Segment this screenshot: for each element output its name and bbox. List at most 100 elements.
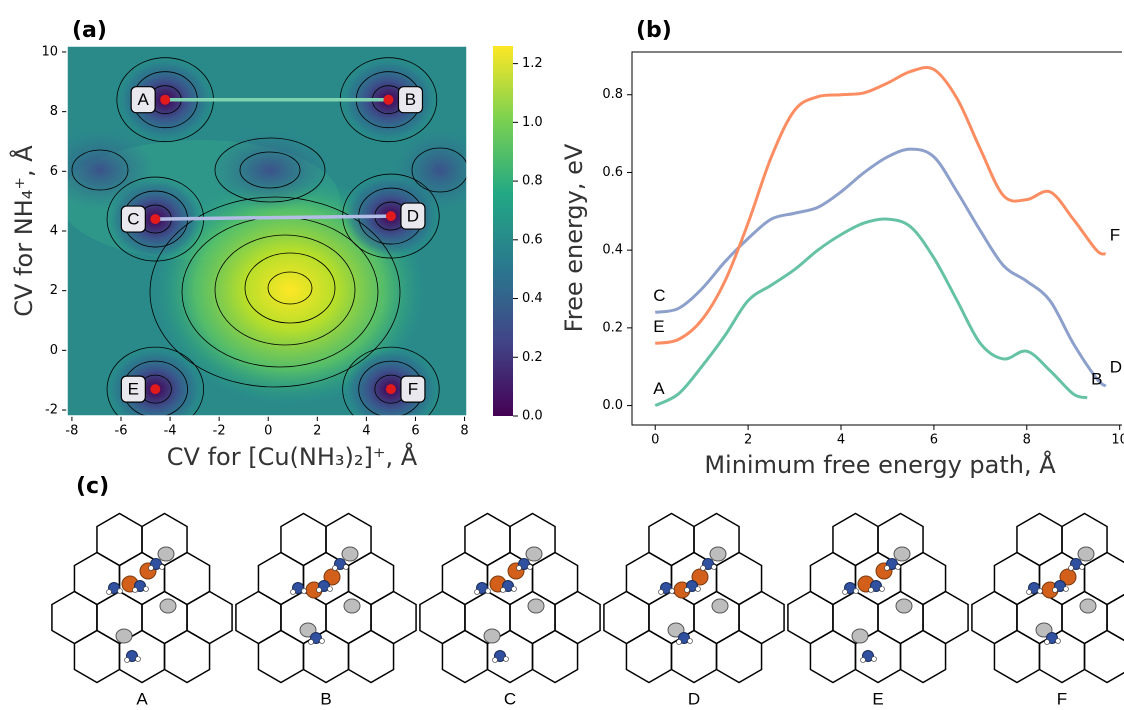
zeolite-cage — [993, 551, 1041, 606]
hydrogen-atom — [124, 657, 130, 663]
hydrogen-atom — [871, 656, 877, 662]
x-tick-label: 0 — [651, 433, 659, 448]
point-label: A — [137, 90, 149, 109]
hydrogen-atom — [695, 586, 701, 592]
x-tick-label: 2 — [313, 424, 321, 439]
zeolite-cage — [809, 629, 857, 684]
y-tick-label: 6 — [50, 164, 58, 179]
point-label: D — [407, 207, 419, 226]
hydrogen-atom — [132, 587, 138, 593]
x-tick-label: 4 — [837, 433, 845, 448]
hydrogen-atom — [700, 565, 706, 571]
hydrogen-atom — [1044, 639, 1050, 645]
x-tick-label: 2 — [744, 433, 752, 448]
structure-label: A — [136, 689, 148, 708]
zeolite-cage — [96, 512, 143, 567]
y-tick-label: 4 — [50, 224, 58, 239]
zeolite-cage — [257, 551, 305, 606]
colorbar-tick-label: 0.4 — [522, 291, 543, 306]
hydrogen-atom — [516, 565, 522, 571]
x-tick-label: 8 — [1023, 433, 1031, 448]
zeolite-cage — [441, 551, 489, 606]
zeolite-cage — [738, 590, 785, 645]
framework-atom — [1077, 546, 1095, 562]
zeolite-cage — [715, 551, 763, 606]
zeolite-cage — [163, 551, 211, 606]
zeolite-cage — [419, 590, 466, 645]
hydrogen-atom — [343, 564, 349, 570]
hydrogen-atom — [711, 564, 717, 570]
hydrogen-atom — [135, 656, 141, 662]
y-tick-label: 0.2 — [602, 320, 623, 335]
copper-atom — [323, 568, 341, 586]
x-tick-label: -2 — [213, 424, 226, 439]
hydrogen-atom — [148, 565, 154, 571]
panel-label: (c) — [76, 474, 109, 499]
zeolite-cage — [899, 629, 947, 684]
x-tick-label: 8 — [460, 424, 468, 439]
panel-label: (a) — [72, 18, 107, 43]
end-label: B — [1091, 369, 1102, 388]
zeolite-cage — [554, 590, 601, 645]
point-label: F — [408, 380, 418, 399]
zeolite-cage — [531, 551, 579, 606]
zeolite-cage — [1106, 593, 1124, 642]
y-tick-label: 10 — [41, 44, 58, 59]
point-label-box — [400, 202, 426, 230]
hydrogen-atom — [301, 588, 307, 594]
framework-atom — [483, 628, 501, 644]
hydrogen-atom — [503, 656, 509, 662]
framework-atom — [157, 546, 175, 562]
y-tick-label: 2 — [50, 283, 58, 298]
point-label-box — [397, 86, 424, 114]
structures-panel: (c) A B C D E F — [51, 474, 1124, 708]
hydrogen-atom — [879, 586, 885, 592]
colorbar — [493, 46, 513, 416]
hydrogen-atom — [895, 564, 901, 570]
structure-label: B — [320, 689, 331, 708]
zeolite-cage — [73, 629, 121, 684]
hydrogen-atom — [290, 589, 296, 595]
colorbar-tick-label: 1.0 — [522, 115, 543, 130]
framework-atom — [851, 628, 869, 644]
framework-atom — [709, 546, 727, 562]
hydrogen-atom — [332, 565, 338, 571]
framework-atom — [341, 546, 359, 562]
colorbar-tick-label: 0.0 — [522, 409, 543, 424]
energy-curve — [654, 217, 1088, 407]
y-tick-label: 0 — [50, 343, 58, 358]
mfe-path — [155, 214, 391, 221]
colorbar-tick-label: 0.6 — [522, 232, 543, 247]
hydrogen-atom — [492, 657, 498, 663]
zeolite-cage — [163, 629, 211, 684]
zeolite-cage — [832, 512, 879, 567]
hydrogen-atom — [1063, 586, 1069, 592]
x-axis-label: CV for [Cu(NH₃)₂]⁺, Å — [167, 442, 418, 471]
y-tick-label: 0.0 — [602, 398, 623, 413]
y-axis-label: CV for NH₄⁺, Å — [9, 145, 38, 317]
hydrogen-atom — [159, 564, 165, 570]
framework-atom — [525, 546, 543, 562]
hydrogen-atom — [842, 589, 848, 595]
hydrogen-atom — [853, 588, 859, 594]
point-label: E — [128, 380, 139, 399]
hydrogen-atom — [1052, 587, 1058, 593]
start-label: C — [653, 286, 665, 305]
hydrogen-atom — [676, 639, 682, 645]
zeolite-cage — [625, 629, 673, 684]
zeolite-cage — [971, 590, 1018, 645]
colorbar-tick-label: 0.8 — [522, 174, 543, 189]
lines — [654, 66, 1107, 407]
hydrogen-atom — [658, 589, 664, 595]
zeolite-cage — [531, 629, 579, 684]
zeolite-cage — [625, 551, 673, 606]
point-label-box — [120, 205, 146, 233]
axes-spine — [631, 51, 1122, 426]
hydrogen-atom — [327, 586, 333, 592]
minimum-point — [150, 214, 161, 225]
x-tick-label: 0 — [264, 424, 272, 439]
hydrogen-atom — [687, 638, 693, 644]
zeolite-cage — [899, 551, 947, 606]
hydrogen-atom — [860, 657, 866, 663]
x-tick-label: -4 — [164, 424, 177, 439]
